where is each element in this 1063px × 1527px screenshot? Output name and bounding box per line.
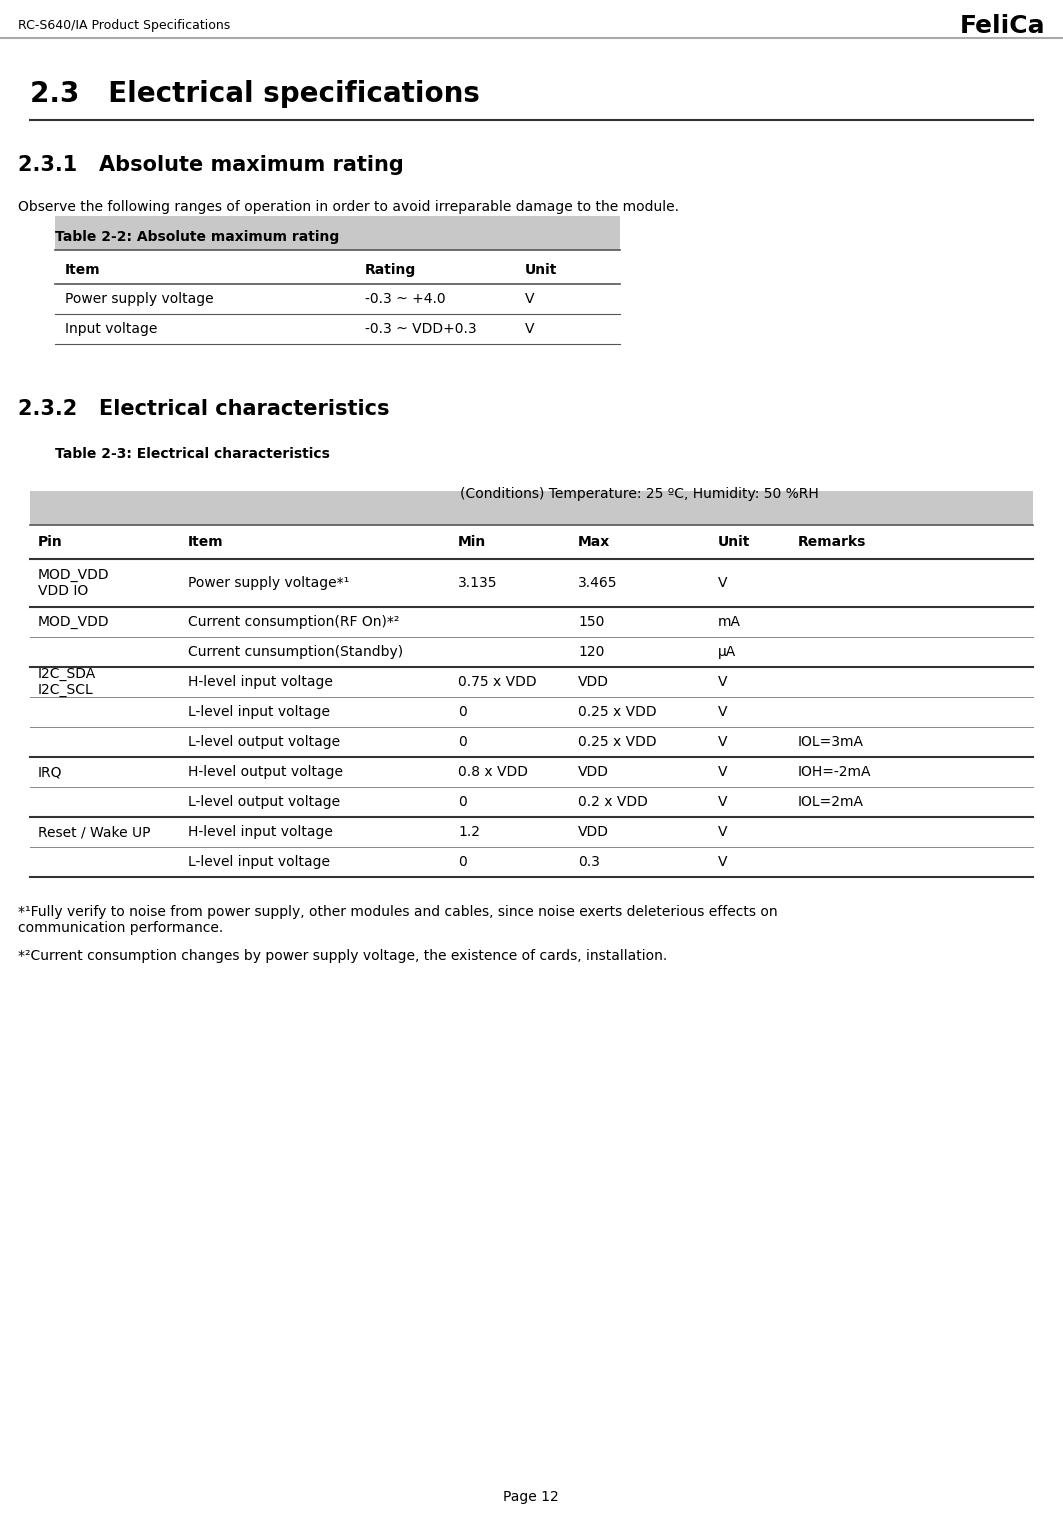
- Text: V: V: [718, 825, 727, 838]
- Text: V: V: [718, 855, 727, 869]
- Text: MOD_VDD: MOD_VDD: [38, 615, 109, 629]
- Text: VDD: VDD: [578, 765, 609, 779]
- Text: V: V: [525, 292, 535, 305]
- Text: 0: 0: [458, 855, 467, 869]
- Text: Power supply voltage: Power supply voltage: [65, 292, 214, 305]
- Text: Remarks: Remarks: [798, 534, 866, 550]
- Text: 120: 120: [578, 644, 605, 660]
- Text: L-level output voltage: L-level output voltage: [188, 734, 340, 750]
- Text: V: V: [718, 576, 727, 589]
- Text: Power supply voltage*¹: Power supply voltage*¹: [188, 576, 350, 589]
- Text: Unit: Unit: [718, 534, 750, 550]
- Text: *²Current consumption changes by power supply voltage, the existence of cards, i: *²Current consumption changes by power s…: [18, 948, 668, 964]
- Text: L-level output voltage: L-level output voltage: [188, 796, 340, 809]
- Text: 3.465: 3.465: [578, 576, 618, 589]
- Text: 0.75 x VDD: 0.75 x VDD: [458, 675, 537, 689]
- Text: H-level input voltage: H-level input voltage: [188, 675, 333, 689]
- Text: I2C_SDA
I2C_SCL: I2C_SDA I2C_SCL: [38, 667, 97, 698]
- Text: V: V: [718, 765, 727, 779]
- Text: Reset / Wake UP: Reset / Wake UP: [38, 825, 151, 838]
- Text: IOH=-2mA: IOH=-2mA: [798, 765, 872, 779]
- Text: V: V: [718, 734, 727, 750]
- Text: Table 2-3: Electrical characteristics: Table 2-3: Electrical characteristics: [55, 447, 330, 461]
- Text: -0.3 ~ +4.0: -0.3 ~ +4.0: [365, 292, 445, 305]
- Text: Current cunsumption(Standby): Current cunsumption(Standby): [188, 644, 403, 660]
- Text: Current consumption(RF On)*²: Current consumption(RF On)*²: [188, 615, 400, 629]
- Text: V: V: [718, 705, 727, 719]
- Text: Item: Item: [188, 534, 223, 550]
- Text: Input voltage: Input voltage: [65, 322, 157, 336]
- Text: 2.3   Electrical specifications: 2.3 Electrical specifications: [30, 79, 479, 108]
- Text: VDD: VDD: [578, 825, 609, 838]
- Text: H-level input voltage: H-level input voltage: [188, 825, 333, 838]
- Bar: [30, 492, 1033, 525]
- Text: 2.3.1   Absolute maximum rating: 2.3.1 Absolute maximum rating: [18, 156, 404, 176]
- Text: 0: 0: [458, 796, 467, 809]
- Text: mA: mA: [718, 615, 741, 629]
- Text: 0.2 x VDD: 0.2 x VDD: [578, 796, 647, 809]
- Text: 3.135: 3.135: [458, 576, 497, 589]
- Text: V: V: [718, 796, 727, 809]
- Text: 0: 0: [458, 705, 467, 719]
- Text: L-level input voltage: L-level input voltage: [188, 855, 330, 869]
- Text: RC-S640/IA Product Specifications: RC-S640/IA Product Specifications: [18, 20, 231, 32]
- Text: IOL=3mA: IOL=3mA: [798, 734, 864, 750]
- Text: VDD: VDD: [578, 675, 609, 689]
- Text: Unit: Unit: [525, 263, 557, 276]
- Text: 0.8 x VDD: 0.8 x VDD: [458, 765, 528, 779]
- Text: IOL=2mA: IOL=2mA: [798, 796, 864, 809]
- Text: Min: Min: [458, 534, 486, 550]
- Text: H-level output voltage: H-level output voltage: [188, 765, 343, 779]
- Text: 0: 0: [458, 734, 467, 750]
- Text: Page 12: Page 12: [503, 1490, 559, 1504]
- Text: Table 2-2: Absolute maximum rating: Table 2-2: Absolute maximum rating: [55, 231, 339, 244]
- Text: 0.3: 0.3: [578, 855, 600, 869]
- Text: IRQ: IRQ: [38, 765, 63, 779]
- Text: *¹Fully verify to noise from power supply, other modules and cables, since noise: *¹Fully verify to noise from power suppl…: [18, 906, 778, 935]
- Text: μA: μA: [718, 644, 737, 660]
- Text: Observe the following ranges of operation in order to avoid irreparable damage t: Observe the following ranges of operatio…: [18, 200, 679, 214]
- Text: Pin: Pin: [38, 534, 63, 550]
- Text: V: V: [525, 322, 535, 336]
- Text: Rating: Rating: [365, 263, 417, 276]
- Text: V: V: [718, 675, 727, 689]
- Text: (Conditions) Temperature: 25 ºC, Humidity: 50 %RH: (Conditions) Temperature: 25 ºC, Humidit…: [460, 487, 819, 501]
- Text: L-level input voltage: L-level input voltage: [188, 705, 330, 719]
- Text: 2.3.2   Electrical characteristics: 2.3.2 Electrical characteristics: [18, 399, 389, 418]
- Text: 0.25 x VDD: 0.25 x VDD: [578, 734, 657, 750]
- Text: Max: Max: [578, 534, 610, 550]
- Text: 1.2: 1.2: [458, 825, 480, 838]
- Text: 150: 150: [578, 615, 605, 629]
- Text: -0.3 ~ VDD+0.3: -0.3 ~ VDD+0.3: [365, 322, 476, 336]
- Text: FeliCa: FeliCa: [960, 14, 1045, 38]
- Text: MOD_VDD
VDD IO: MOD_VDD VDD IO: [38, 568, 109, 599]
- Bar: [55, 215, 620, 250]
- Text: Item: Item: [65, 263, 101, 276]
- Text: 0.25 x VDD: 0.25 x VDD: [578, 705, 657, 719]
